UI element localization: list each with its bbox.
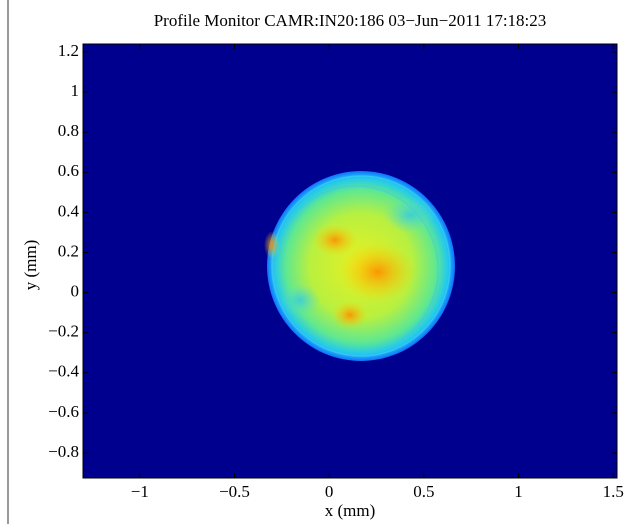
y-tick-label: −0.2 [48,322,79,341]
x-tick-label: 1 [514,482,523,501]
y-axis-label: y (mm) [21,240,40,291]
y-tick-label: 1 [71,81,80,100]
x-tick-label: −1 [131,482,149,501]
y-tick-label: −0.4 [48,362,79,381]
x-tick-label: −0.5 [219,482,250,501]
chart-title: Profile Monitor CAMR:IN20:186 03−Jun−201… [154,11,547,30]
y-tick-label: −0.8 [48,442,79,461]
y-tick-label: 0.2 [58,241,79,260]
x-tick-label: 1.5 [603,482,624,501]
x-axis-label: x (mm) [325,501,376,520]
y-tick-label: 0 [71,281,80,300]
plot-frame [82,43,618,479]
x-tick-label: 0 [325,482,334,501]
y-tick-label: 1.2 [58,41,79,60]
beam-spot [264,171,455,361]
y-tick-label: 0.6 [58,161,79,180]
y-tick-label: −0.6 [48,402,79,421]
x-tick-label: 0.5 [413,482,434,501]
y-tick-label: 0.8 [58,121,79,140]
y-tick-label: 0.4 [58,201,80,220]
